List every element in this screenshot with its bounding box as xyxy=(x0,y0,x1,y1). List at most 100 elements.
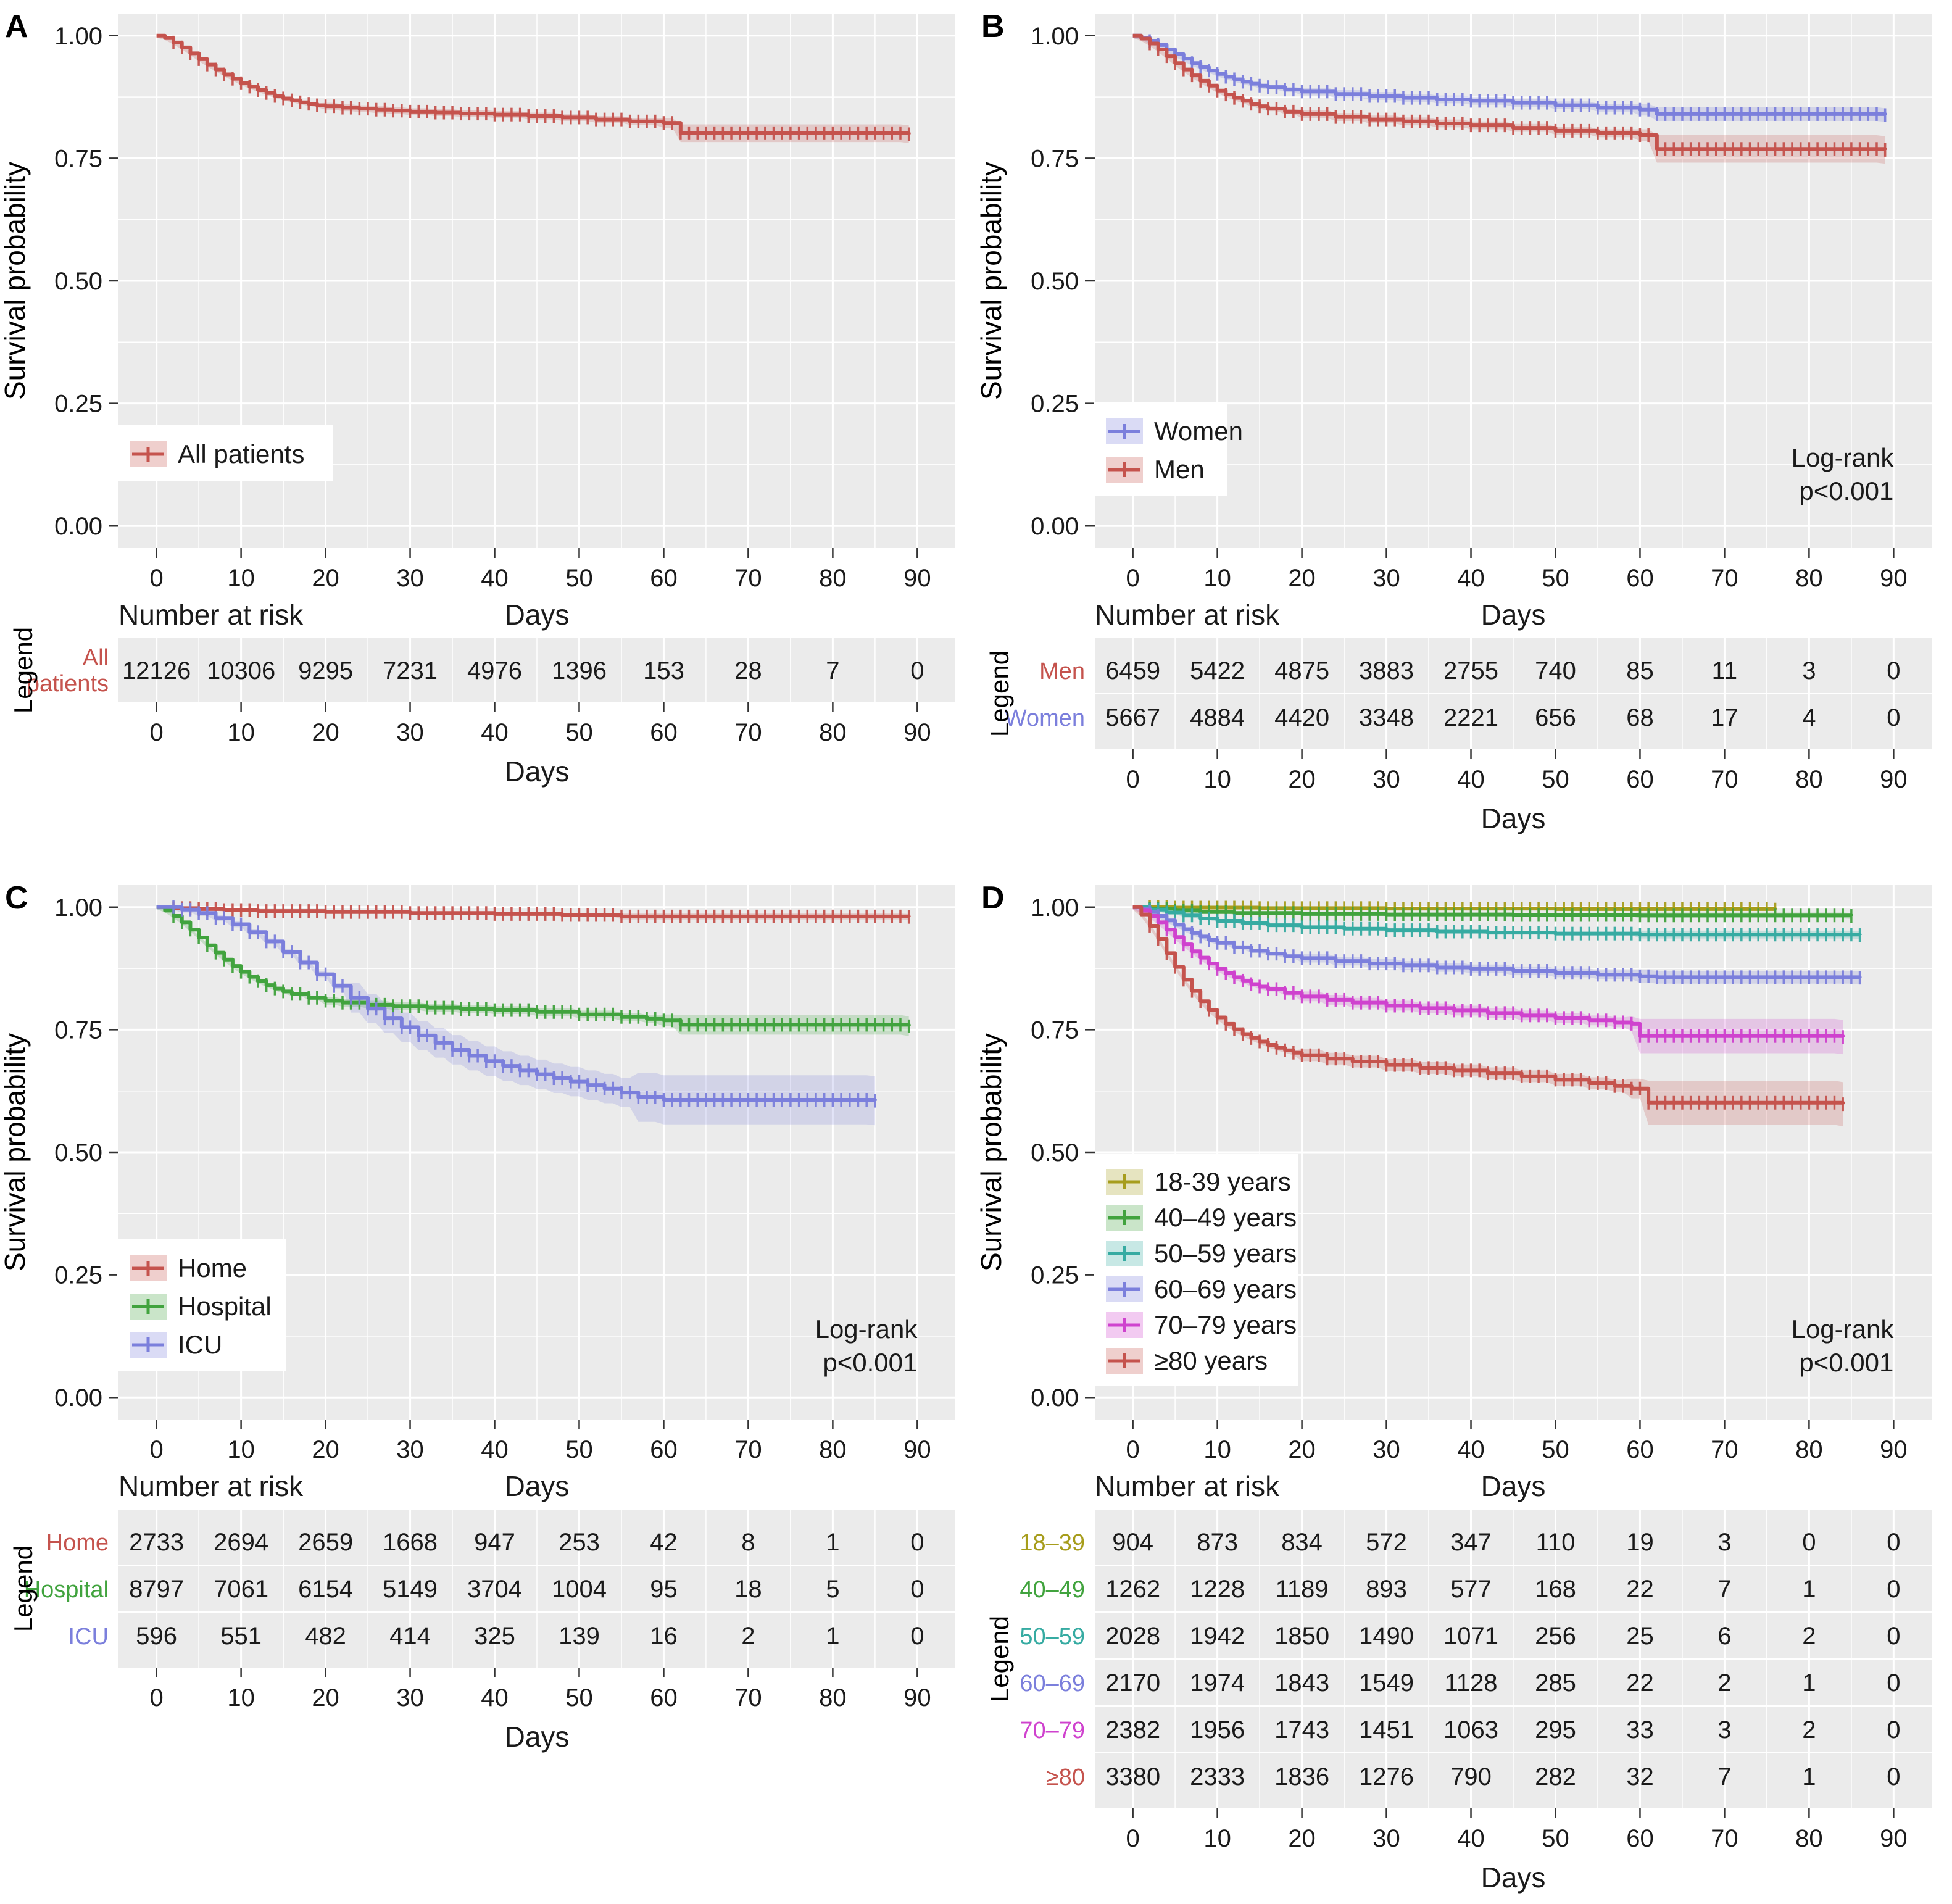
legend-entry-70–79-years: 70–79 years xyxy=(1106,1310,1297,1339)
x-tick-label: 70 xyxy=(1711,565,1738,592)
risk-value: 7 xyxy=(1717,1576,1731,1603)
risk-row-label: ICU xyxy=(69,1624,109,1650)
risk-value: 25 xyxy=(1626,1623,1654,1650)
legend-entry-≥80-years: ≥80 years xyxy=(1106,1346,1268,1375)
risk-value: 0 xyxy=(910,657,924,684)
y-axis-title: Survival probability xyxy=(976,1033,1007,1271)
censor-marks-men xyxy=(1148,36,1887,157)
panel-letter: B xyxy=(981,9,1005,44)
y-tick-label: 0.50 xyxy=(54,268,102,295)
risk-value: 1850 xyxy=(1274,1623,1329,1650)
legend-label: All patients xyxy=(178,439,304,468)
legend-entry-home: Home xyxy=(130,1253,247,1282)
risk-value: 6154 xyxy=(298,1576,353,1603)
x-tick-label: 80 xyxy=(1795,766,1823,793)
x-tick-label: 80 xyxy=(819,719,847,746)
risk-value: 3 xyxy=(1717,1529,1731,1556)
risk-table-title: Number at risk xyxy=(118,599,304,631)
x-tick-label: 70 xyxy=(734,1684,762,1711)
x-tick-label: 70 xyxy=(1711,1825,1738,1852)
x-tick-label: 10 xyxy=(1203,766,1231,793)
risk-value: 1836 xyxy=(1274,1763,1329,1790)
legend-entry-women: Women xyxy=(1106,417,1243,446)
x-tick-label: 20 xyxy=(1288,1825,1316,1852)
risk-value: 2 xyxy=(1802,1623,1816,1650)
risk-value: 253 xyxy=(559,1529,600,1556)
risk-value: 3883 xyxy=(1359,657,1414,684)
x-tick-label: 50 xyxy=(1542,766,1569,793)
panel-a: A Survival probability 0 10 20 30 40 50 60 70 80 90… xyxy=(0,2,976,798)
risk-value: 2382 xyxy=(1105,1716,1160,1744)
y-axis-title: Survival probability xyxy=(0,162,31,400)
risk-value: 1490 xyxy=(1359,1623,1414,1650)
risk-value: 7 xyxy=(1717,1763,1731,1790)
x-tick-label: 50 xyxy=(1542,565,1569,592)
x-tick-label: 90 xyxy=(1880,1825,1908,1852)
risk-value: 11 xyxy=(1712,657,1738,684)
logrank-annotation: Log-rank p<0.001 xyxy=(815,1315,918,1377)
axes: 0 10 20 30 40 50 60 70 80 90 0.00 0.25 0.50 0.75 1.00 xyxy=(1031,894,1907,1463)
x-tick-label: 30 xyxy=(1373,1436,1400,1463)
risk-table-row: 60–69 2170 1974 1843 1549 1128 285 22 2 1 0 xyxy=(1020,1669,1900,1697)
risk-value: 3380 xyxy=(1105,1763,1160,1790)
risk-value: 0 xyxy=(1887,1763,1900,1790)
x-axis-title: Days xyxy=(1481,599,1546,631)
x-tick-label: 40 xyxy=(481,1436,509,1463)
risk-value: 0 xyxy=(1887,704,1900,731)
axes: 0 10 20 30 40 50 60 70 80 90 0.00 0.25 0.50 0.75 1.00 xyxy=(1031,23,1907,592)
legend-entry-all-patients: All patients xyxy=(130,439,304,468)
legend-entry-men: Men xyxy=(1106,455,1205,484)
x-tick-label: 90 xyxy=(903,565,931,592)
risk-value: 1668 xyxy=(383,1529,438,1556)
x-tick-label: 60 xyxy=(1626,1825,1654,1852)
x-tick-label: 60 xyxy=(650,1436,678,1463)
censor-marks-40–49-years xyxy=(1148,902,1853,923)
risk-value: 0 xyxy=(1887,1623,1900,1650)
risk-value: 1 xyxy=(826,1529,839,1556)
risk-value: 42 xyxy=(650,1529,678,1556)
risk-table-row: ICU 596 551 482 414 325 139 16 2 1 0 xyxy=(69,1623,924,1650)
legend-background xyxy=(1094,402,1227,496)
risk-value: 4420 xyxy=(1274,704,1329,731)
risk-value: 740 xyxy=(1535,657,1576,684)
x-tick-label: 90 xyxy=(1880,565,1908,592)
risk-value: 28 xyxy=(734,657,762,684)
risk-value: 2333 xyxy=(1190,1763,1245,1790)
censor-marks-hospital xyxy=(172,909,910,1033)
y-tick-label: 0.50 xyxy=(1031,268,1079,295)
risk-value: 5422 xyxy=(1190,657,1245,684)
risk-value: 1 xyxy=(1802,1576,1816,1603)
risk-row-label: Home xyxy=(46,1530,109,1556)
x-tick-label: 30 xyxy=(1373,766,1400,793)
risk-value: 482 xyxy=(305,1623,346,1650)
x-tick-label: 60 xyxy=(1626,766,1654,793)
x-tick-label: 0 xyxy=(1126,565,1140,592)
legend-entry-60–69-years: 60–69 years xyxy=(1106,1274,1297,1303)
x-tick-label: 90 xyxy=(1880,1436,1908,1463)
x-tick-label: 50 xyxy=(565,1684,593,1711)
legend-entry-icu: ICU xyxy=(130,1330,222,1359)
risk-value: 17 xyxy=(1711,704,1738,731)
x-tick-label: 0 xyxy=(150,565,164,592)
x-tick-label: 0 xyxy=(1126,1436,1140,1463)
x-axis-title: Days xyxy=(505,1721,570,1753)
risk-value: 1956 xyxy=(1190,1716,1245,1744)
x-tick-label: 20 xyxy=(1288,1436,1316,1463)
logrank-line1: Log-rank xyxy=(815,1315,918,1344)
risk-value: 2028 xyxy=(1105,1623,1160,1650)
risk-value: 2 xyxy=(1717,1669,1731,1697)
x-tick-label: 60 xyxy=(1626,1436,1654,1463)
x-tick-label: 40 xyxy=(1457,1436,1485,1463)
risk-value: 347 xyxy=(1450,1529,1492,1556)
risk-axis-label: Legend xyxy=(985,1616,1014,1702)
y-tick-label: 0.25 xyxy=(54,391,102,418)
panel-letter: C xyxy=(5,880,28,916)
y-tick-label: 1.00 xyxy=(54,894,102,921)
y-axis-title: Survival probability xyxy=(976,162,1007,400)
risk-value: 1 xyxy=(1802,1763,1816,1790)
risk-value: 22 xyxy=(1626,1576,1654,1603)
risk-value: 1549 xyxy=(1359,1669,1414,1697)
legend-entry-40–49-years: 40–49 years xyxy=(1106,1203,1297,1232)
